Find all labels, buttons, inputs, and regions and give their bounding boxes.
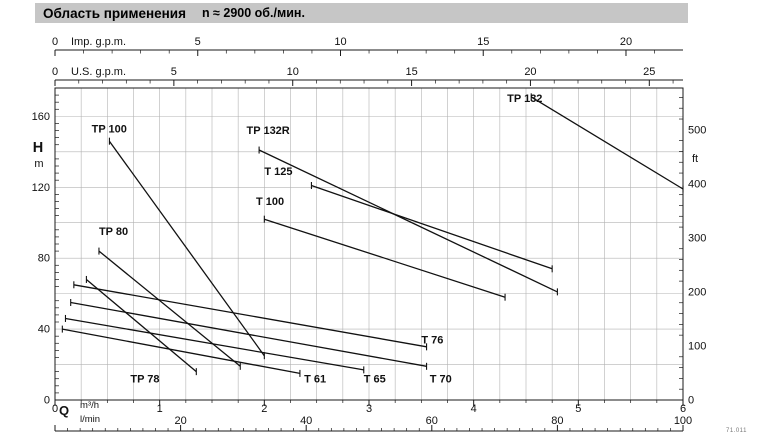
ft-axis-tick-label: 0: [688, 395, 694, 407]
curve-tp-80: [98, 250, 241, 367]
us_gpm-tick-label: 20: [524, 66, 536, 78]
curve-t-100: [264, 218, 506, 298]
curve-label-tp-100: TP 100: [92, 123, 127, 135]
curve-t-76: [73, 284, 427, 348]
curve-tp-132: [530, 96, 684, 190]
imp_gpm-axis-title: Imp. g.p.m.: [71, 36, 126, 48]
ft-axis-tick-label: 300: [688, 232, 706, 244]
lmin-tick-label: 80: [551, 415, 563, 427]
curve-label-tp-78: TP 78: [130, 373, 159, 385]
curve-label-t-70: T 70: [430, 373, 452, 385]
m3h-tick-label: 2: [261, 403, 267, 415]
m3h-tick-label: 0: [52, 403, 58, 415]
m3h-tick-label: 3: [366, 403, 372, 415]
ft-axis-tick-label: 400: [688, 178, 706, 190]
h-axis-tick-label: 160: [32, 111, 50, 123]
us_gpm-tick-label: 10: [287, 66, 299, 78]
imp_gpm-tick-label: 10: [334, 36, 346, 48]
curve-label-tp-132: TP 132: [507, 93, 542, 105]
h-axis-unit: m: [34, 158, 43, 170]
us_gpm-tick-label: 0: [52, 66, 58, 78]
m3h-tick-label: 1: [157, 403, 163, 415]
curve-label-t-65: T 65: [364, 373, 386, 385]
curve-t-61: [62, 328, 301, 375]
curve-label-t-61: T 61: [304, 373, 326, 385]
curve-tp-132r: [258, 149, 558, 293]
curve-label-t-76: T 76: [421, 334, 443, 346]
us_gpm-tick-label: 5: [171, 66, 177, 78]
lmin-tick-label: 20: [174, 415, 186, 427]
curve-tp-78: [85, 279, 197, 373]
curve-t-65: [65, 317, 364, 371]
ft-axis-tick-label: 500: [688, 124, 706, 136]
m3h-tick-label: 6: [680, 403, 686, 415]
ft-axis-unit: ft: [692, 153, 698, 165]
imp_gpm-tick-label: 5: [195, 36, 201, 48]
m3h-tick-label: 5: [575, 403, 581, 415]
curve-t-70: [70, 301, 427, 367]
imp_gpm-tick-label: 15: [477, 36, 489, 48]
lmin-tick-label: 100: [674, 415, 692, 427]
h-axis-tick-label: 120: [32, 182, 50, 194]
m3h-unit-label: m³/h: [80, 400, 99, 411]
curve-label-t-100: T 100: [256, 196, 284, 208]
page-title: Область применения: [43, 5, 186, 21]
curve-label-t-125: T 125: [264, 166, 292, 178]
speed-label: n ≈ 2900 об./мин.: [201, 6, 305, 20]
curve-label-tp-132r: TP 132R: [247, 125, 290, 137]
lmin-tick-label: 40: [300, 415, 312, 427]
imp_gpm-tick-label: 0: [52, 36, 58, 48]
curve-tp-100: [108, 140, 265, 357]
us_gpm-axis-title: U.S. g.p.m.: [71, 66, 126, 78]
title-bar: Область применения n ≈ 2900 об./мин.: [35, 3, 688, 23]
ft-axis-tick-label: 200: [688, 286, 706, 298]
us_gpm-tick-label: 15: [405, 66, 417, 78]
curve-t-125: [311, 184, 553, 270]
h-axis-tick-label: 80: [38, 253, 50, 265]
us_gpm-tick-label: 25: [643, 66, 655, 78]
h-axis-tick-label: 40: [38, 324, 50, 336]
h-axis-tick-label: 0: [44, 395, 50, 407]
lmin-tick-label: 60: [426, 415, 438, 427]
doc-code: 71.011: [726, 428, 747, 434]
m3h-tick-label: 4: [471, 403, 477, 415]
curve-label-tp-80: TP 80: [99, 226, 128, 238]
lmin-unit-label: l/min: [80, 414, 100, 425]
ft-axis-tick-label: 100: [688, 340, 706, 352]
q-symbol: Q: [59, 403, 69, 418]
imp_gpm-tick-label: 20: [620, 36, 632, 48]
h-axis-symbol: H: [33, 140, 43, 156]
